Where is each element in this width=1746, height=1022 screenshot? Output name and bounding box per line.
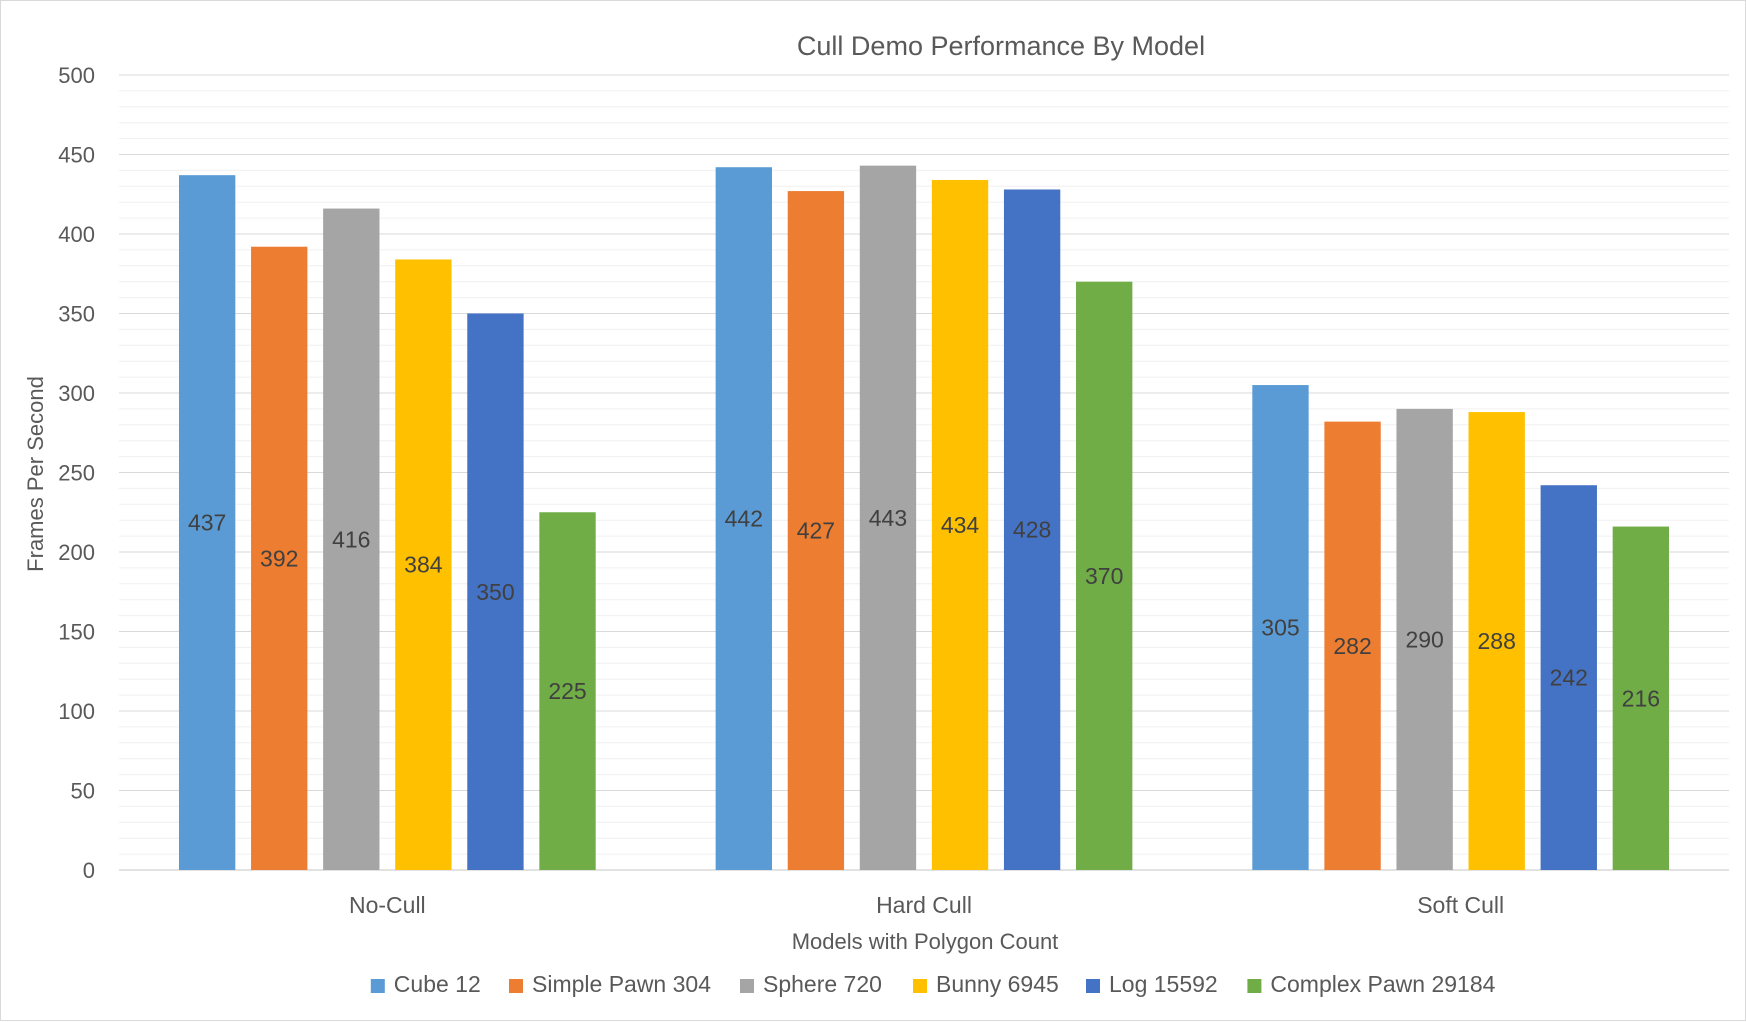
bar-data-label: 350 — [476, 579, 514, 605]
bar-data-label: 370 — [1085, 563, 1123, 589]
y-tick-label: 100 — [58, 699, 95, 724]
bar-hard-cull-3 — [859, 165, 917, 870]
bar-soft-cull-3 — [1396, 408, 1453, 870]
y-tick-label: 450 — [58, 143, 95, 168]
bar-data-label: 416 — [332, 526, 370, 552]
y-tick-label: 500 — [58, 63, 95, 88]
bar-data-label: 434 — [941, 512, 980, 538]
bar-data-label: 427 — [797, 518, 835, 544]
bar-data-label: 443 — [869, 505, 907, 531]
legend-label: Bunny 6945 — [936, 971, 1059, 997]
gridlines — [119, 74, 1729, 871]
bar-data-label: 442 — [725, 506, 763, 532]
bar-soft-cull-1 — [1252, 385, 1309, 870]
x-category-label: No-Cull — [349, 892, 426, 918]
y-tick-label: 50 — [71, 779, 95, 804]
bar-data-label: 282 — [1333, 633, 1371, 659]
bar-no-cull-6 — [539, 512, 596, 870]
legend-swatch — [370, 979, 385, 993]
bar-hard-cull-5 — [1003, 189, 1061, 871]
x-axis-categories: No-Cull Hard Cull Soft Cull — [349, 892, 1504, 918]
legend-label: Cube 12 — [394, 971, 481, 997]
legend-label: Complex Pawn 29184 — [1270, 971, 1495, 997]
y-axis-ticks: 0 50 100 150 200 250 300 350 400 450 500 — [58, 63, 95, 883]
legend-swatch — [1247, 979, 1262, 993]
y-tick-label: 350 — [58, 302, 95, 327]
x-axis-title: Models with Polygon Count — [792, 929, 1059, 954]
bar-data-label: 437 — [188, 510, 226, 536]
legend-label: Log 15592 — [1109, 971, 1218, 997]
bar-no-cull-5 — [467, 313, 524, 870]
legend-swatch — [913, 979, 927, 993]
bar-no-cull-2 — [251, 246, 308, 871]
y-axis-title: Frames Per Second — [23, 376, 48, 572]
bar-data-label: 392 — [260, 545, 298, 571]
bar-no-cull-1 — [178, 175, 236, 871]
x-category-label: Soft Cull — [1417, 892, 1504, 918]
bar-hard-cull-6 — [1076, 281, 1133, 870]
bar-hard-cull-4 — [931, 179, 989, 870]
bar-soft-cull-4 — [1468, 412, 1525, 870]
y-tick-label: 400 — [58, 222, 95, 247]
chart-title: Cull Demo Performance By Model — [797, 31, 1205, 61]
y-tick-label: 0 — [83, 858, 95, 883]
legend: Cube 12 Simple Pawn 304 Sphere 720 Bunny 69… — [370, 971, 1496, 997]
legend-swatch — [740, 979, 754, 993]
data-labels: 437 392 416 384 350 225 442 427 443 434 428 370 305 2… — [188, 505, 1660, 711]
x-category-label: Hard Cull — [876, 892, 972, 918]
bar-data-label: 225 — [548, 678, 586, 704]
bar-data-label: 290 — [1405, 626, 1443, 652]
y-tick-label: 150 — [58, 620, 95, 645]
bar-hard-cull-1 — [715, 167, 772, 871]
bar-data-label: 216 — [1622, 685, 1660, 711]
y-tick-label: 300 — [58, 381, 95, 406]
bar-soft-cull-2 — [1324, 421, 1381, 870]
y-tick-label: 250 — [58, 461, 95, 486]
bar-data-label: 288 — [1478, 628, 1516, 654]
bar-data-label: 384 — [404, 552, 443, 578]
bar-data-label: 428 — [1013, 517, 1051, 543]
legend-swatch — [1086, 979, 1100, 993]
bar-no-cull-4 — [395, 259, 452, 870]
bar-no-cull-3 — [323, 208, 380, 870]
bar-data-label: 305 — [1261, 615, 1299, 641]
y-tick-label: 200 — [58, 540, 95, 565]
bar-hard-cull-2 — [787, 191, 845, 870]
legend-label: Sphere 720 — [763, 971, 882, 997]
bars — [178, 165, 1670, 871]
bar-data-label: 242 — [1550, 665, 1588, 691]
bar-soft-cull-5 — [1540, 485, 1597, 870]
legend-swatch — [509, 979, 523, 993]
legend-label: Simple Pawn 304 — [532, 971, 711, 997]
bar-soft-cull-6 — [1612, 526, 1670, 870]
